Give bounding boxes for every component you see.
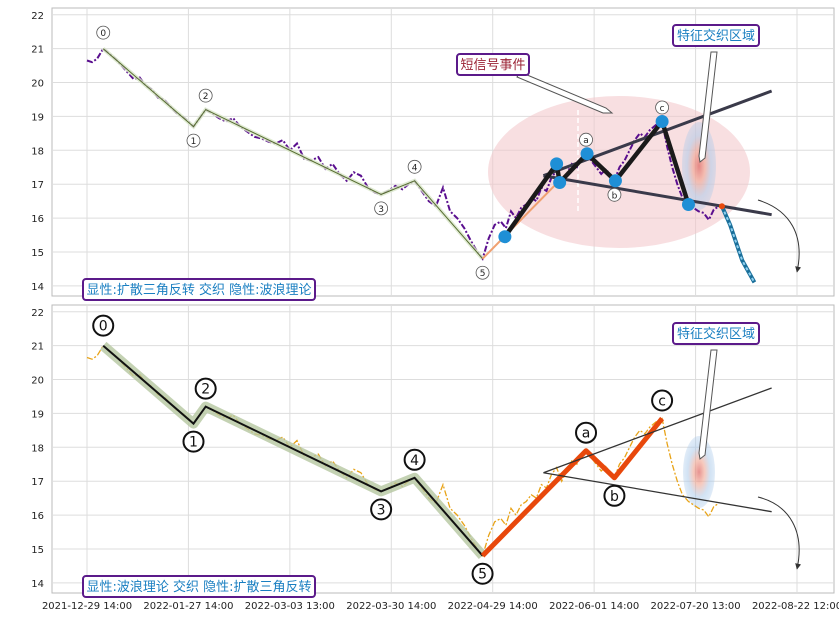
bottom-caption: 显性:波浪理论 交织 隐性:扩散三角反转 bbox=[86, 579, 311, 595]
wave-label: 5 bbox=[478, 567, 487, 583]
wave-label: 2 bbox=[203, 92, 209, 102]
wave-label-circle bbox=[475, 265, 490, 280]
y-tick-label: 19 bbox=[31, 112, 44, 123]
x-tick-label: 2022-07-20 13:00 bbox=[651, 601, 741, 612]
x-tick-label: 2022-08-22 12:00 bbox=[752, 601, 839, 612]
short-signal-callout-label: 短信号事件 bbox=[460, 58, 525, 73]
wave-label-circle bbox=[182, 430, 205, 453]
wave-label-circle bbox=[370, 498, 393, 521]
y-tick-label: 15 bbox=[31, 545, 44, 556]
wave-label: b bbox=[612, 191, 618, 201]
wave-label-circle bbox=[92, 314, 115, 337]
wave-label-circle bbox=[407, 159, 422, 174]
wave-label: 5 bbox=[480, 269, 486, 279]
short-signal-callout-box bbox=[456, 53, 530, 76]
wave-label-circle bbox=[655, 100, 669, 115]
top-caption: 显性:扩散三角反转 交织 隐性:波浪理论 bbox=[86, 282, 311, 298]
feature-interleave-zone-bottom bbox=[683, 436, 715, 508]
feature-callout-label-bottom: 特征交织区域 bbox=[677, 326, 755, 342]
wave-label-circle bbox=[603, 484, 626, 507]
wave-label-circle bbox=[575, 421, 598, 444]
triangle-vertex-dot bbox=[681, 198, 695, 212]
y-tick-label: 21 bbox=[31, 45, 44, 56]
y-tick-label: 18 bbox=[31, 146, 44, 157]
wave-label-circle bbox=[651, 389, 674, 412]
y-tick-label: 21 bbox=[31, 342, 44, 353]
triangle-vertex-dot bbox=[655, 115, 669, 129]
y-tick-label: 17 bbox=[31, 477, 44, 488]
wave-label: 0 bbox=[99, 319, 108, 335]
short-signal-event-zone bbox=[488, 96, 750, 248]
triangle-vertex-dot bbox=[580, 147, 594, 161]
pattern-markers: 0 1 2 3 4 5 a b c 0 1 2 3 4 5 a b c bbox=[92, 25, 725, 585]
y-tick-label: 16 bbox=[31, 214, 44, 225]
triangle-vertex-dot bbox=[553, 175, 567, 189]
y-tick-label: 18 bbox=[31, 443, 44, 454]
wave-label: c bbox=[658, 394, 666, 410]
bottom-triangle-lower-line bbox=[543, 472, 772, 513]
wave-label-circle bbox=[607, 187, 622, 202]
feature-callout-box-bottom bbox=[672, 322, 760, 345]
wave-label-circle bbox=[374, 201, 389, 216]
wave-label-circle bbox=[194, 377, 217, 400]
feature-callout-arrow-bottom bbox=[698, 349, 718, 460]
forecast-start-dot bbox=[718, 203, 725, 210]
bottom-forecast-curve bbox=[757, 496, 802, 570]
wave-label: 0 bbox=[100, 29, 106, 39]
wave-label: 3 bbox=[378, 205, 384, 215]
x-tick-label: 2021-12-29 14:00 bbox=[42, 601, 132, 612]
bottom-panel-frame bbox=[51, 304, 835, 594]
top-caption-box bbox=[82, 278, 316, 301]
wave-label-circle bbox=[96, 25, 111, 40]
x-tick-label: 2022-01-27 14:00 bbox=[143, 601, 233, 612]
top-forecast-curve bbox=[757, 199, 802, 273]
triangle-vertex-dot bbox=[498, 230, 512, 244]
wave-label: 3 bbox=[377, 502, 386, 518]
y-tick-label: 15 bbox=[31, 248, 44, 259]
bottom-triangle-upper-line bbox=[543, 387, 772, 474]
x-tick-label: 2022-04-29 14:00 bbox=[448, 601, 538, 612]
triangle-vertex-dot bbox=[550, 157, 564, 171]
feature-callout-arrow-top bbox=[698, 51, 718, 163]
wave-label: 4 bbox=[412, 163, 418, 173]
wave-label-circle bbox=[186, 133, 201, 148]
y-tick-label: 14 bbox=[31, 579, 44, 590]
bottom-caption-box bbox=[82, 575, 316, 598]
wave-label: 2 bbox=[201, 382, 210, 398]
bottom-wave-correction bbox=[480, 416, 665, 558]
short-signal-callout-arrow bbox=[516, 71, 614, 114]
wave-label: a bbox=[582, 426, 591, 442]
x-tick-label: 2022-03-03 13:00 bbox=[245, 601, 335, 612]
feature-callout-box-top bbox=[672, 24, 760, 47]
wave-label-circle bbox=[198, 88, 213, 103]
y-tick-label: 22 bbox=[31, 308, 44, 319]
wave-label: 1 bbox=[191, 137, 197, 147]
y-tick-label: 22 bbox=[31, 11, 44, 22]
feature-interleave-zone-top bbox=[682, 122, 716, 210]
triangle-vertex-dot bbox=[608, 174, 622, 188]
wave-label-circle bbox=[403, 448, 426, 471]
wave-label: a bbox=[583, 136, 589, 146]
y-tick-label: 14 bbox=[31, 282, 44, 293]
wave-label: c bbox=[660, 104, 665, 114]
y-tick-label: 19 bbox=[31, 409, 44, 420]
top-wave-impulse bbox=[102, 48, 483, 260]
y-tick-label: 20 bbox=[31, 376, 44, 387]
bottom-wave-impulse bbox=[102, 344, 484, 557]
wave-label: 1 bbox=[189, 435, 198, 451]
y-tick-label: 20 bbox=[31, 79, 44, 90]
y-tick-label: 17 bbox=[31, 180, 44, 191]
wave-label-circle bbox=[471, 562, 494, 585]
y-tick-label: 16 bbox=[31, 511, 44, 522]
x-tick-label: 2022-06-01 14:00 bbox=[549, 601, 639, 612]
forecast-line bbox=[720, 205, 757, 284]
top-triangle-lower-line bbox=[543, 174, 772, 217]
wave-label: b bbox=[610, 489, 619, 505]
wave-label-circle bbox=[579, 132, 593, 147]
feature-callout-label-top: 特征交织区域 bbox=[677, 28, 755, 44]
wave-label: 4 bbox=[410, 453, 419, 469]
x-tick-label: 2022-03-30 14:00 bbox=[346, 601, 436, 612]
